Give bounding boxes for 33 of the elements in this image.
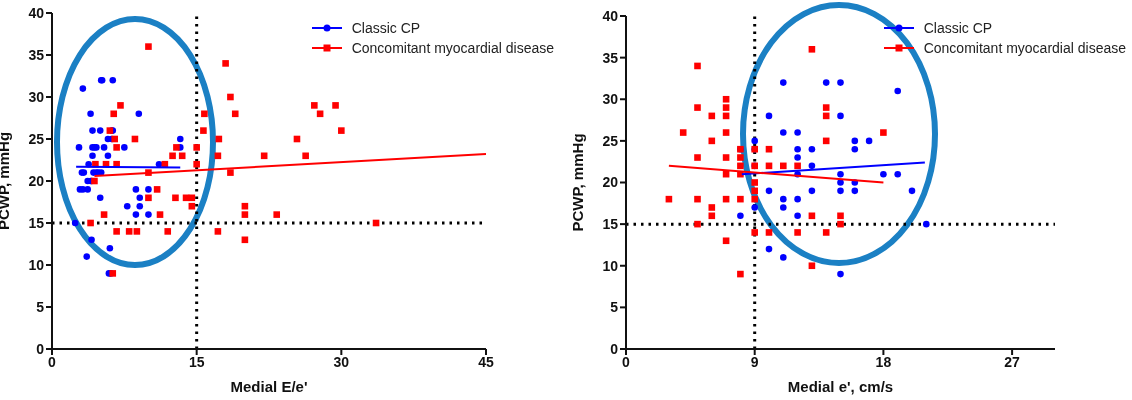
legend-label: Concomitant myocardial disease — [351, 39, 554, 58]
y-tick-label: 20 — [28, 172, 45, 189]
y-tick-label: 30 — [602, 91, 619, 108]
legend-label: Classic CP — [351, 19, 421, 38]
y-tick-label: 25 — [602, 132, 619, 149]
x-tick-label: 27 — [1004, 353, 1021, 370]
y-tick-label: 15 — [602, 216, 619, 233]
y-axis-title: PCWP, mmHg — [569, 133, 587, 232]
y-tick-label: 30 — [28, 88, 45, 105]
y-tick-label: 5 — [610, 299, 619, 316]
x-tick-label: 30 — [333, 353, 350, 370]
x-axis-title: Medial E/e' — [230, 378, 308, 395]
x-tick-label: 0 — [48, 353, 57, 370]
y-tick-label: 10 — [28, 256, 45, 273]
y-tick-label: 0 — [36, 340, 45, 357]
y-tick-label: 10 — [602, 257, 619, 274]
legend-label: Concomitant myocardial disease — [923, 39, 1126, 58]
y-tick-label: 20 — [602, 174, 619, 191]
x-tick-label: 9 — [750, 353, 759, 370]
x-tick-label: 0 — [622, 353, 631, 370]
y-tick-label: 35 — [602, 49, 619, 66]
y-tick-label: 5 — [36, 298, 45, 315]
x-tick-label: 45 — [478, 353, 494, 370]
x-tick-label: 18 — [875, 353, 892, 370]
y-tick-label: 0 — [610, 340, 619, 357]
x-axis-title: Medial e', cm/s — [787, 378, 894, 395]
legend-label: Classic CP — [923, 19, 993, 38]
y-tick-label: 35 — [28, 46, 45, 63]
y-tick-label: 40 — [602, 7, 619, 24]
y-tick-label: 40 — [28, 4, 45, 21]
x-tick-label: 15 — [188, 353, 205, 370]
y-tick-label: 15 — [28, 214, 45, 231]
y-tick-label: 25 — [28, 130, 45, 147]
